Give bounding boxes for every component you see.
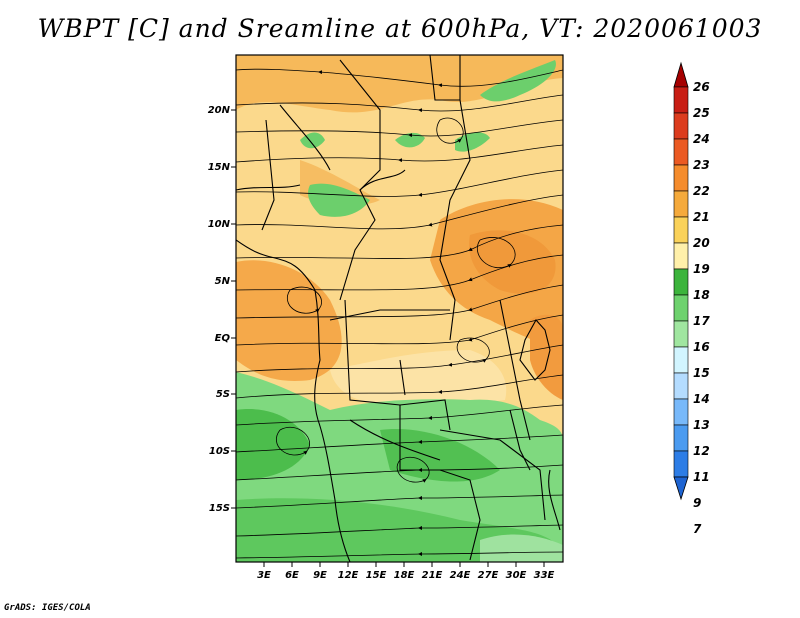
- colorbar-label: 26: [693, 80, 710, 94]
- colorbar-swatch: [673, 346, 689, 374]
- colorbar-bottom-arrow: [673, 476, 689, 501]
- colorbar-swatch: [673, 294, 689, 322]
- lon-label: 27E: [478, 570, 499, 581]
- colorbar-swatch: [673, 424, 689, 452]
- lat-label: 5N: [215, 276, 231, 287]
- colorbar-label: 22: [693, 184, 710, 198]
- map-frame: [235, 54, 564, 563]
- colorbar-label: 21: [693, 210, 710, 224]
- colorbar-swatch: [673, 372, 689, 400]
- lat-label: 10S: [209, 446, 230, 457]
- colorbar-swatch: [673, 138, 689, 166]
- lon-label: 9E: [313, 570, 327, 581]
- lon-label: 3E: [257, 570, 271, 581]
- lat-labels: 20N 15N 10N 5N EQ 5S 10S 15S: [208, 105, 231, 514]
- colorbar-label: 12: [693, 444, 710, 458]
- colorbar-label: 19: [693, 262, 710, 276]
- lat-label: 15S: [209, 503, 230, 514]
- colorbar-label: 18: [693, 288, 710, 302]
- lat-label: 20N: [208, 105, 231, 116]
- colorbar-swatch: [673, 268, 689, 296]
- colorbar-swatch: [673, 242, 689, 270]
- borders: [236, 55, 561, 562]
- lon-label: 18E: [394, 570, 415, 581]
- colorbar-label: 7: [693, 522, 702, 536]
- lon-label: 24E: [450, 570, 471, 581]
- lat-label: 15N: [208, 162, 231, 173]
- colorbar-swatch: [673, 216, 689, 244]
- colorbar-swatch: [673, 86, 689, 114]
- lon-labels: 3E 6E 9E 12E 15E 18E 21E 24E 27E 30E 33E: [257, 570, 554, 581]
- lat-label: EQ: [215, 333, 231, 344]
- lon-label: 15E: [366, 570, 387, 581]
- colorbar: 26 25 24 23 22 21 20 19 18 17 16 15 14 13 12 11 9 7: [673, 61, 710, 536]
- colorbar-label: 9: [693, 496, 701, 510]
- colorbar-swatch: [673, 190, 689, 218]
- map-field: [236, 55, 563, 562]
- colorbar-label: 16: [693, 340, 710, 354]
- map-title: WBPT [C] and Sreamline at 600hPa, VT: 20…: [37, 14, 763, 43]
- footer-credit: GrADS: IGES/COLA: [4, 603, 91, 613]
- lat-axis: [231, 109, 236, 509]
- lat-label: 10N: [208, 219, 231, 230]
- colorbar-swatch: [673, 320, 689, 348]
- colorbar-label: 25: [693, 106, 710, 120]
- lon-label: 21E: [422, 570, 443, 581]
- colorbar-label: 13: [693, 418, 710, 432]
- colorbar-label: 20: [693, 236, 710, 250]
- colorbar-top-arrow: [673, 61, 689, 88]
- lon-label: 30E: [506, 570, 527, 581]
- colorbar-label: 14: [693, 392, 710, 406]
- lon-label: 6E: [285, 570, 299, 581]
- colorbar-label: 15: [693, 366, 710, 380]
- colorbar-swatch: [673, 450, 689, 478]
- colorbar-label: 17: [693, 314, 710, 328]
- colorbar-swatch: [673, 398, 689, 426]
- lon-label: 12E: [338, 570, 359, 581]
- colorbar-label: 23: [693, 158, 710, 172]
- lat-label: 5S: [216, 389, 230, 400]
- colorbar-swatch: [673, 164, 689, 192]
- lon-axis: [263, 562, 545, 567]
- colorbar-label: 11: [693, 470, 710, 484]
- streamlines: [236, 68, 563, 559]
- lon-label: 33E: [534, 570, 555, 581]
- colorbar-label: 24: [693, 132, 710, 146]
- colorbar-swatch: [673, 112, 689, 140]
